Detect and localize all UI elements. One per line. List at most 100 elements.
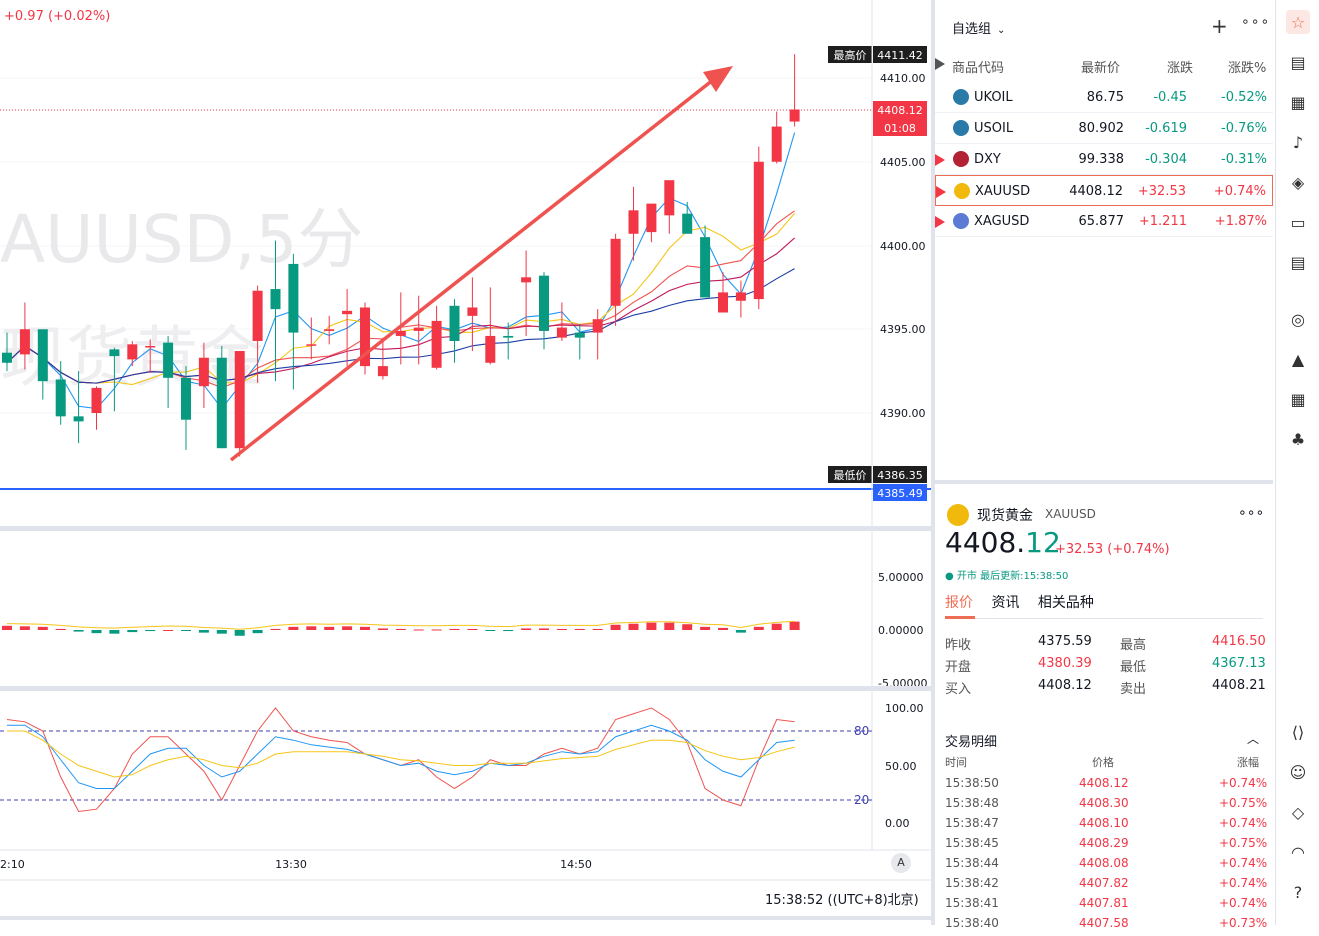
tab-related[interactable]: 相关品种 xyxy=(1037,595,1094,611)
time-axis-label: 14:50 xyxy=(560,858,592,871)
layers-icon[interactable]: ◈ xyxy=(1291,172,1305,192)
chat-icon[interactable]: ▤ xyxy=(1290,252,1306,272)
candle-body xyxy=(55,379,66,417)
candle-body xyxy=(216,357,227,449)
pane-splitter[interactable] xyxy=(931,0,935,925)
more-icon[interactable]: ∘∘∘ xyxy=(1241,14,1271,30)
candle-body xyxy=(664,180,675,216)
add-symbol-button[interactable]: + xyxy=(1211,14,1228,38)
macd-bar xyxy=(539,628,549,630)
col-chg[interactable]: 涨跌 xyxy=(1167,61,1194,76)
col-symbol[interactable]: 商品代码 xyxy=(952,61,1005,76)
tab-news[interactable]: 资讯 xyxy=(991,595,1020,611)
candle-body xyxy=(753,161,764,300)
macd-bar xyxy=(55,628,66,630)
macd-bar xyxy=(252,630,263,634)
help-icon[interactable]: ? xyxy=(1293,882,1303,902)
video-icon[interactable]: ▭ xyxy=(1290,212,1306,232)
auto-scale-button[interactable]: A xyxy=(891,853,911,873)
candle-body xyxy=(521,277,532,283)
trade-row: 15:38:40 4407.58 +0.73% xyxy=(935,916,1273,936)
flag-icon[interactable] xyxy=(936,186,946,198)
macd-signal-line xyxy=(6,620,795,630)
code-brackets-icon[interactable]: ⟨⟩ xyxy=(1291,722,1305,742)
trades-title[interactable]: 交易明细 xyxy=(945,735,998,750)
high-tag-label: 最高价 xyxy=(834,48,867,62)
calendar-icon[interactable]: ▦ xyxy=(1290,92,1306,112)
watchlist-icon[interactable]: ☆ xyxy=(1286,10,1310,34)
trade-time: 15:38:45 xyxy=(945,836,999,850)
watchlist-row[interactable]: UKOIL 86.75 -0.45 -0.52% xyxy=(935,82,1273,113)
macd-bar xyxy=(342,626,353,630)
alert-bell-icon[interactable]: ♪ xyxy=(1292,132,1304,152)
tag-icon[interactable]: ◇ xyxy=(1291,802,1305,822)
trade-col-price: 价格 xyxy=(1092,756,1114,769)
macd-bar xyxy=(753,626,764,630)
candle-body xyxy=(735,292,746,301)
candle-body xyxy=(395,330,406,336)
candle-body xyxy=(198,357,209,387)
flag-icon[interactable] xyxy=(935,216,945,228)
candle-body xyxy=(181,377,191,420)
notes-icon[interactable]: ▤ xyxy=(1290,52,1306,72)
candle-body xyxy=(270,289,281,310)
trade-row: 15:38:45 4408.29 +0.75% xyxy=(935,836,1273,856)
flag-icon[interactable] xyxy=(935,154,945,166)
watchlist-row[interactable]: XAUUSD 4408.12 +32.53 +0.74% xyxy=(935,175,1273,206)
line-price-tag: 4385.49 xyxy=(877,487,923,500)
candle-body xyxy=(646,203,657,233)
macd-bar xyxy=(360,626,370,630)
grid-icon[interactable]: ▦ xyxy=(1290,389,1306,409)
symbol-code: XAUUSD xyxy=(1045,507,1096,521)
trend-arrow-annotation[interactable] xyxy=(229,66,733,462)
macd-bar xyxy=(610,624,621,630)
row-pct: -0.76% xyxy=(1221,121,1267,136)
community-icon[interactable]: ♣ xyxy=(1290,429,1306,449)
macd-bar xyxy=(718,627,728,630)
quote-value: 4367.13 xyxy=(1212,656,1266,671)
row-symbol: XAGUSD xyxy=(974,214,1030,229)
tab-quote[interactable]: 报价 xyxy=(945,595,973,611)
watchlist-row[interactable]: DXY 99.338 -0.304 -0.31% xyxy=(935,144,1273,175)
macd-bar xyxy=(789,621,800,630)
headset-icon[interactable]: ◠ xyxy=(1291,842,1305,862)
col-last[interactable]: 最新价 xyxy=(1081,61,1121,76)
row-chg: -0.304 xyxy=(1145,152,1187,167)
current-price-tag: 4408.12 xyxy=(877,104,923,117)
collapse-icon[interactable]: ︿ xyxy=(1247,732,1260,746)
target-icon[interactable]: ◎ xyxy=(1291,309,1305,329)
row-pct: -0.31% xyxy=(1221,152,1267,167)
flag-icon xyxy=(935,58,945,70)
trade-row: 15:38:44 4408.08 +0.74% xyxy=(935,856,1273,876)
trade-pct: +0.75% xyxy=(1219,796,1268,810)
panel-splitter[interactable] xyxy=(935,480,1273,484)
timezone-readout[interactable]: 15:38:52 ((UTC+8)北京) xyxy=(765,893,919,908)
trade-row: 15:38:50 4408.12 +0.74% xyxy=(935,776,1273,796)
candle-body xyxy=(539,275,549,331)
more-icon[interactable]: ∘∘∘ xyxy=(1238,505,1265,521)
macd-bar xyxy=(127,630,138,633)
trade-time: 15:38:44 xyxy=(945,856,999,870)
oil-icon xyxy=(953,89,969,105)
macd-bar xyxy=(216,630,227,634)
candlestick-chart[interactable]: AUUSD,5分 现货黄金 4410.004405.004400.004395.… xyxy=(0,0,931,925)
macd-bar xyxy=(324,626,335,630)
row-last: 80.902 xyxy=(1078,121,1125,136)
chart-pane[interactable]: AUUSD,5分 现货黄金 4410.004405.004400.004395.… xyxy=(0,0,931,925)
row-last: 65.877 xyxy=(1078,214,1125,229)
watchlist-title[interactable]: 自选组 ⌄ xyxy=(952,22,1006,37)
macd-bar xyxy=(109,630,120,634)
bot-icon[interactable]: ☺ xyxy=(1289,762,1307,782)
macd-bar xyxy=(682,624,693,630)
trade-price: 4408.29 xyxy=(1079,836,1129,850)
trade-pct: +0.74% xyxy=(1219,896,1268,910)
watchlist-row[interactable]: XAGUSD 65.877 +1.211 +1.87% xyxy=(935,206,1273,237)
col-pct[interactable]: 涨跌% xyxy=(1228,61,1267,76)
education-icon[interactable]: ▲ xyxy=(1291,349,1305,369)
watchlist-row[interactable]: USOIL 80.902 -0.619 -0.76% xyxy=(935,113,1273,144)
candle-body xyxy=(574,332,585,338)
candle-body xyxy=(449,305,460,341)
row-last: 4408.12 xyxy=(1069,184,1123,199)
candle-body xyxy=(324,329,335,331)
candle-body xyxy=(610,238,621,306)
